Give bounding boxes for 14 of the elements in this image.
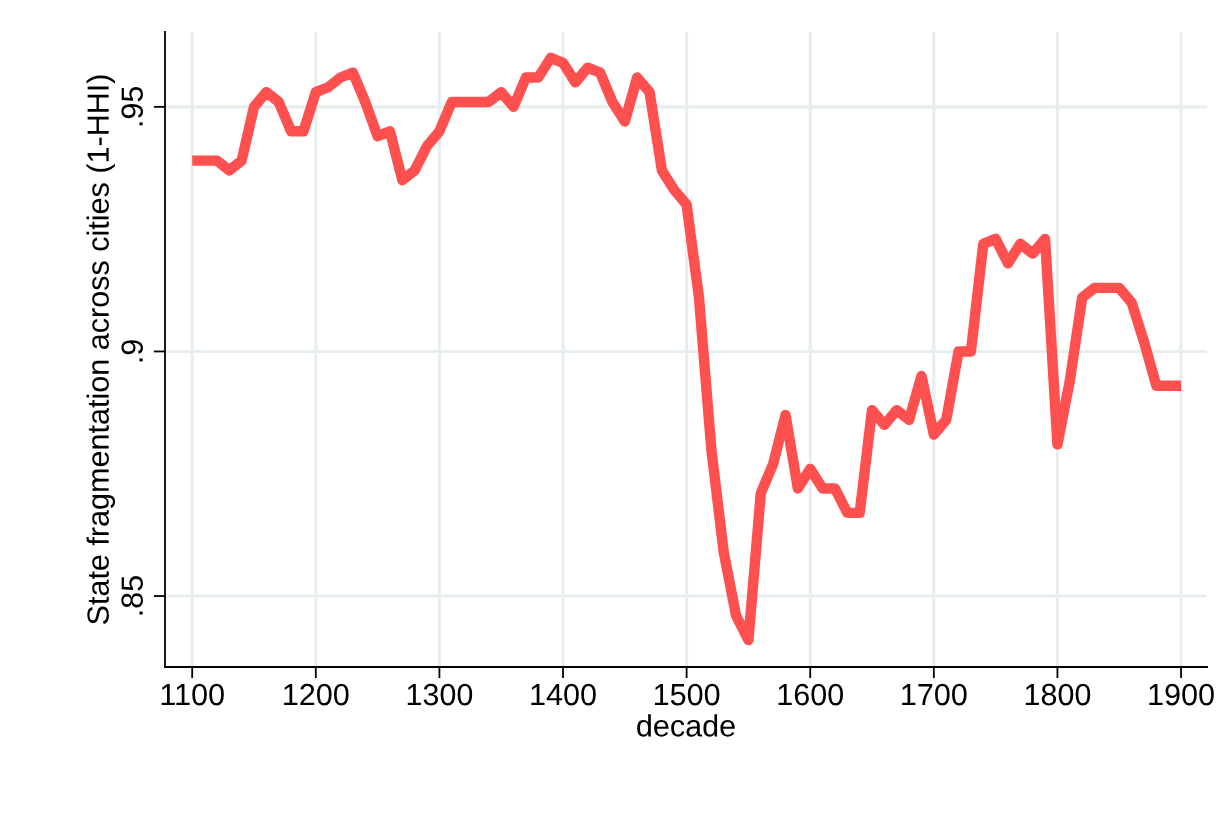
x-tick-label: 1500 <box>654 683 720 706</box>
x-tick-label: 1900 <box>1149 683 1214 706</box>
x-tick-label: 1600 <box>778 683 844 706</box>
x-tick-label: 1800 <box>1025 683 1091 706</box>
y-tick-label: .9 <box>121 340 143 362</box>
x-axis-title: decade <box>637 714 735 737</box>
x-tick-label: 1400 <box>531 683 596 706</box>
x-tick-label: 1100 <box>161 683 224 706</box>
x-tick-label: 1700 <box>902 683 967 706</box>
y-axis-title: State fragmentation across cities (1-HHI) <box>86 75 115 625</box>
y-tick-label: .85 <box>121 576 143 615</box>
y-tick-label: .95 <box>121 86 143 126</box>
x-tick-label: 1200 <box>284 683 349 706</box>
x-tick-label: 1300 <box>407 683 473 706</box>
